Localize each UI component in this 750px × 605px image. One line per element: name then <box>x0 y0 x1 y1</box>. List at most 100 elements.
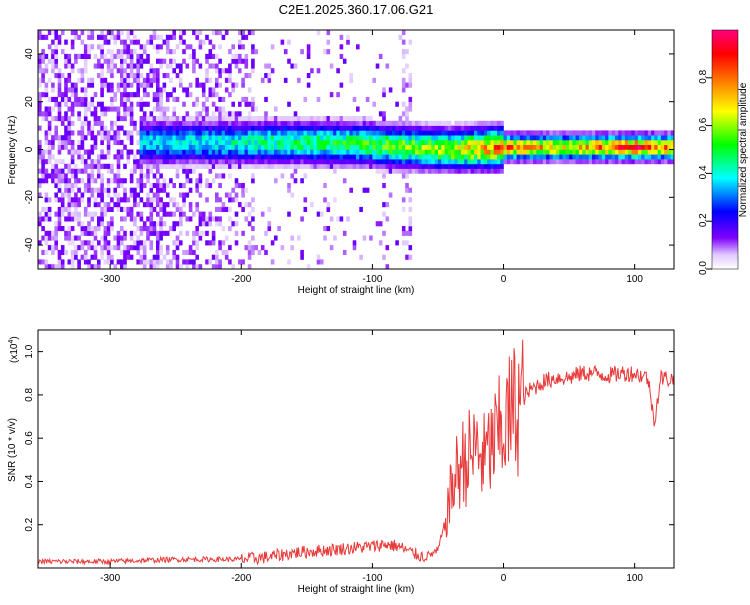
spectrogram-cell <box>221 68 226 74</box>
spectrogram-cell <box>319 120 324 126</box>
spectrogram-cell <box>401 68 406 74</box>
spectrogram-cell <box>156 159 160 165</box>
spectrogram-cell <box>162 135 167 141</box>
spectrogram-cell <box>103 240 108 246</box>
spectrogram-cell <box>362 187 367 193</box>
spectrogram-cell <box>139 159 144 165</box>
spectrogram-cell <box>126 254 131 260</box>
spectrogram-cell <box>231 111 235 117</box>
y-tick-label: 20 <box>24 96 35 108</box>
spectrogram-cell <box>247 73 252 79</box>
snr-panel: -300 -200 -100 0 100 0.20.40.60.81.0 Height … <box>7 329 675 595</box>
spectrogram-cell <box>51 87 55 93</box>
spectrogram-cell <box>165 44 170 50</box>
spectrogram-cell <box>464 120 468 126</box>
spectrogram-cell <box>198 230 203 236</box>
spectrogram-cell <box>156 230 160 236</box>
spectrogram-cell <box>41 226 45 232</box>
spectrogram-cell <box>319 149 324 155</box>
spectrogram-cell <box>352 149 357 155</box>
spectrogram-cell <box>211 44 216 50</box>
spectrogram-cell <box>224 163 229 169</box>
spectrogram-cell <box>120 240 124 246</box>
spectrogram-cell <box>211 92 216 98</box>
spectrogram-cell <box>306 53 311 59</box>
y-tick-label: -20 <box>24 190 35 205</box>
spectrogram-cell <box>519 154 524 160</box>
spectrogram-cell <box>123 130 127 136</box>
spectrogram-cell <box>254 154 258 160</box>
spectrogram-cell <box>274 144 278 150</box>
spectrogram-cell <box>326 149 331 155</box>
spectrogram-cell <box>290 63 294 69</box>
spectrogram-cell <box>159 116 163 122</box>
spectrogram-cell <box>218 73 222 79</box>
spectrogram-cell <box>146 168 150 174</box>
spectrogram-cell <box>113 34 117 40</box>
spectrogram-cell <box>136 163 140 169</box>
spectrogram-cell <box>221 159 226 165</box>
spectrogram-cell <box>224 154 229 160</box>
spectrogram-cell <box>293 154 298 160</box>
spectrogram-cell <box>80 120 85 126</box>
spectrogram-cell <box>326 202 331 208</box>
spectrogram-cell <box>490 159 494 165</box>
spectrogram-cell <box>434 144 439 150</box>
spectrogram-cell <box>451 139 455 145</box>
spectrogram-cell <box>287 139 291 145</box>
spectrogram-cell <box>260 116 265 122</box>
spectrogram-cell <box>283 135 288 141</box>
spectrogram-cell <box>431 163 435 169</box>
spectrogram-cell <box>631 130 635 136</box>
spectrogram-cell <box>336 130 340 136</box>
spectrogram-cell <box>57 82 62 88</box>
spectrogram-cell <box>182 154 186 160</box>
spectrogram-cell <box>378 111 383 117</box>
spectrogram-cell <box>670 135 674 141</box>
spectrogram-cell <box>162 254 167 260</box>
spectrogram-cell <box>70 202 75 208</box>
spectrogram-cell <box>401 226 406 232</box>
spectrogram-cell <box>342 130 347 136</box>
spectrogram-cell <box>142 173 147 179</box>
spectrogram-cell <box>431 159 435 165</box>
spectrogram-cell <box>152 125 157 131</box>
spectrogram-cell <box>100 192 104 198</box>
spectrogram-cell <box>38 68 42 74</box>
spectrogram-cell <box>205 149 209 155</box>
spectrogram-cell <box>438 130 442 136</box>
spectrogram-cell <box>116 173 121 179</box>
spectrogram-cell <box>38 178 42 184</box>
spectrogram-cell <box>74 183 78 189</box>
spectrogram-cell <box>185 249 190 255</box>
spectrogram-cell <box>474 149 478 155</box>
spectrogram-cell <box>106 202 111 208</box>
spectrogram-cell <box>241 154 245 160</box>
spectrogram-cell <box>536 144 540 150</box>
spectrogram-cell <box>333 163 337 169</box>
spectrogram-cell <box>152 159 157 165</box>
spectrogram-cell <box>234 53 239 59</box>
spectrogram-cell <box>251 58 255 64</box>
spectrogram-cell <box>224 254 229 260</box>
spectrogram-cell <box>57 149 62 155</box>
spectrogram-cell <box>38 82 42 88</box>
spectrogram-cell <box>297 144 301 150</box>
spectrogram-cell <box>159 144 163 150</box>
spectrogram-cell <box>323 235 327 241</box>
spectrogram-cell <box>83 168 88 174</box>
spectrogram-cell <box>280 173 285 179</box>
spectrogram-cell <box>516 130 521 136</box>
spectrogram-cell <box>506 139 511 145</box>
spectrogram-cell <box>513 159 517 165</box>
spectrogram-cell <box>195 230 199 236</box>
spectrogram-cell <box>133 120 137 126</box>
spectrogram-cell <box>474 135 478 141</box>
spectrogram-cell <box>57 73 62 79</box>
spectrogram-cell <box>87 230 91 236</box>
spectrogram-cell <box>572 149 576 155</box>
spectrogram-cell <box>401 159 406 165</box>
spectrogram-cell <box>618 144 622 150</box>
spectrogram-cell <box>418 159 422 165</box>
